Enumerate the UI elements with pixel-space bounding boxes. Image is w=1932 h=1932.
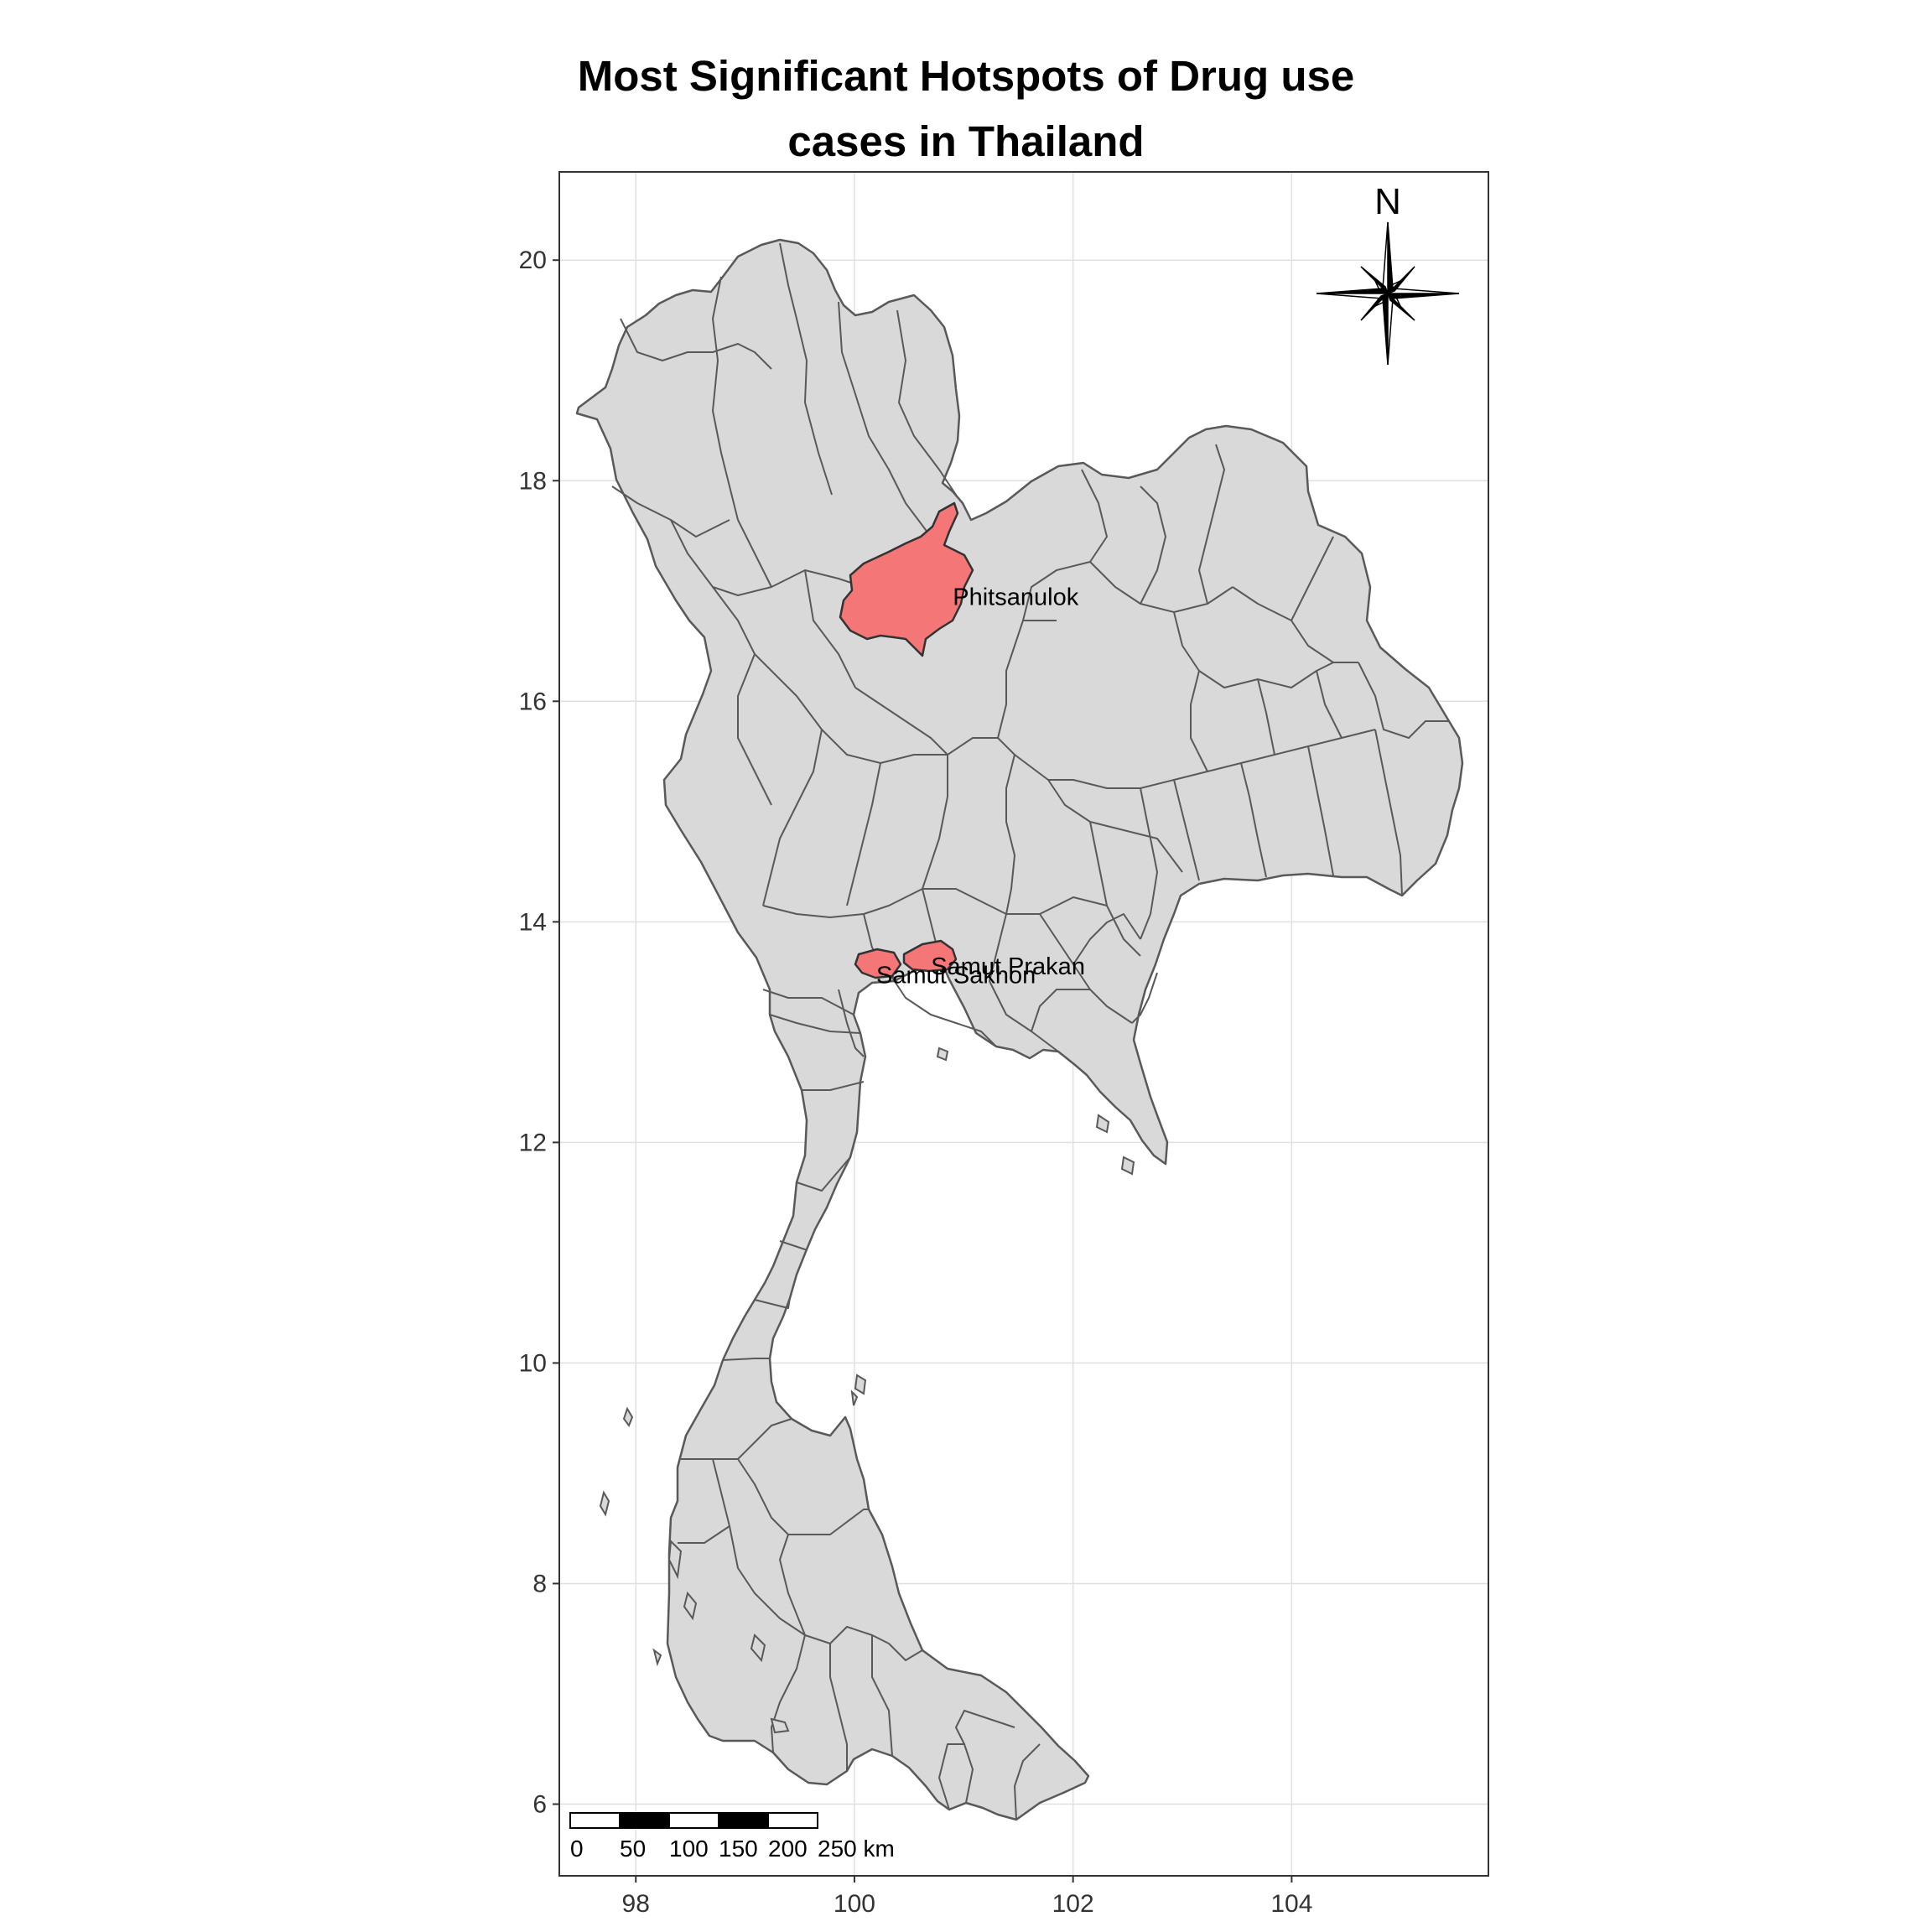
y-tick-label: 10 [519,1349,547,1377]
scale-bar-label: 250 km [818,1836,895,1862]
axis-ticks: 98 100 102 104 6 8 10 12 14 16 18 20 [519,247,1313,1918]
hotspot-label: Samut Prakan [931,953,1085,980]
scale-bar-label: 100 [669,1836,709,1862]
y-tick-label: 8 [532,1570,547,1597]
x-tick-label: 104 [1270,1890,1312,1918]
scale-bar-label: 0 [570,1836,584,1862]
hotspot-phitsanulok-shape [839,501,974,657]
scale-bar: 0 50 100 150 200 250 km [569,1812,895,1862]
islands [599,1046,1135,1734]
scale-bar-label: 50 [620,1836,646,1862]
y-tick-label: 14 [519,908,547,936]
scale-bar-label: 150 [719,1836,758,1862]
y-tick-label: 20 [519,247,547,274]
hotspot-label: Phitsanulok [953,584,1078,610]
y-tick-label: 18 [519,467,547,495]
y-tick-label: 12 [519,1129,547,1156]
title-line-1: Most Significant Hotspots of Drug use [577,52,1355,100]
north-arrow: N [1316,181,1460,366]
y-tick-label: 16 [519,688,547,715]
panel-frame [558,171,1489,1877]
north-label: N [1374,181,1401,222]
x-tick-label: 100 [834,1890,875,1918]
x-tick-label: 98 [622,1890,650,1918]
y-tick-label: 6 [532,1791,547,1819]
x-tick-label: 102 [1052,1890,1094,1918]
hotspot-samut-sakhon-shape [854,948,902,979]
title-line-2: cases in Thailand [787,117,1145,165]
hotspot-label: Samut Sakhon [876,962,1036,989]
map-title: Most Significant Hotspots of Drug use ca… [0,44,1932,174]
hotspot-samut-prakan-shape [902,939,958,973]
thailand-landmass [575,238,1464,1821]
compass-star-icon [1316,221,1460,366]
scale-bar-label: 200 [768,1836,808,1862]
province-borders [611,242,1449,1820]
